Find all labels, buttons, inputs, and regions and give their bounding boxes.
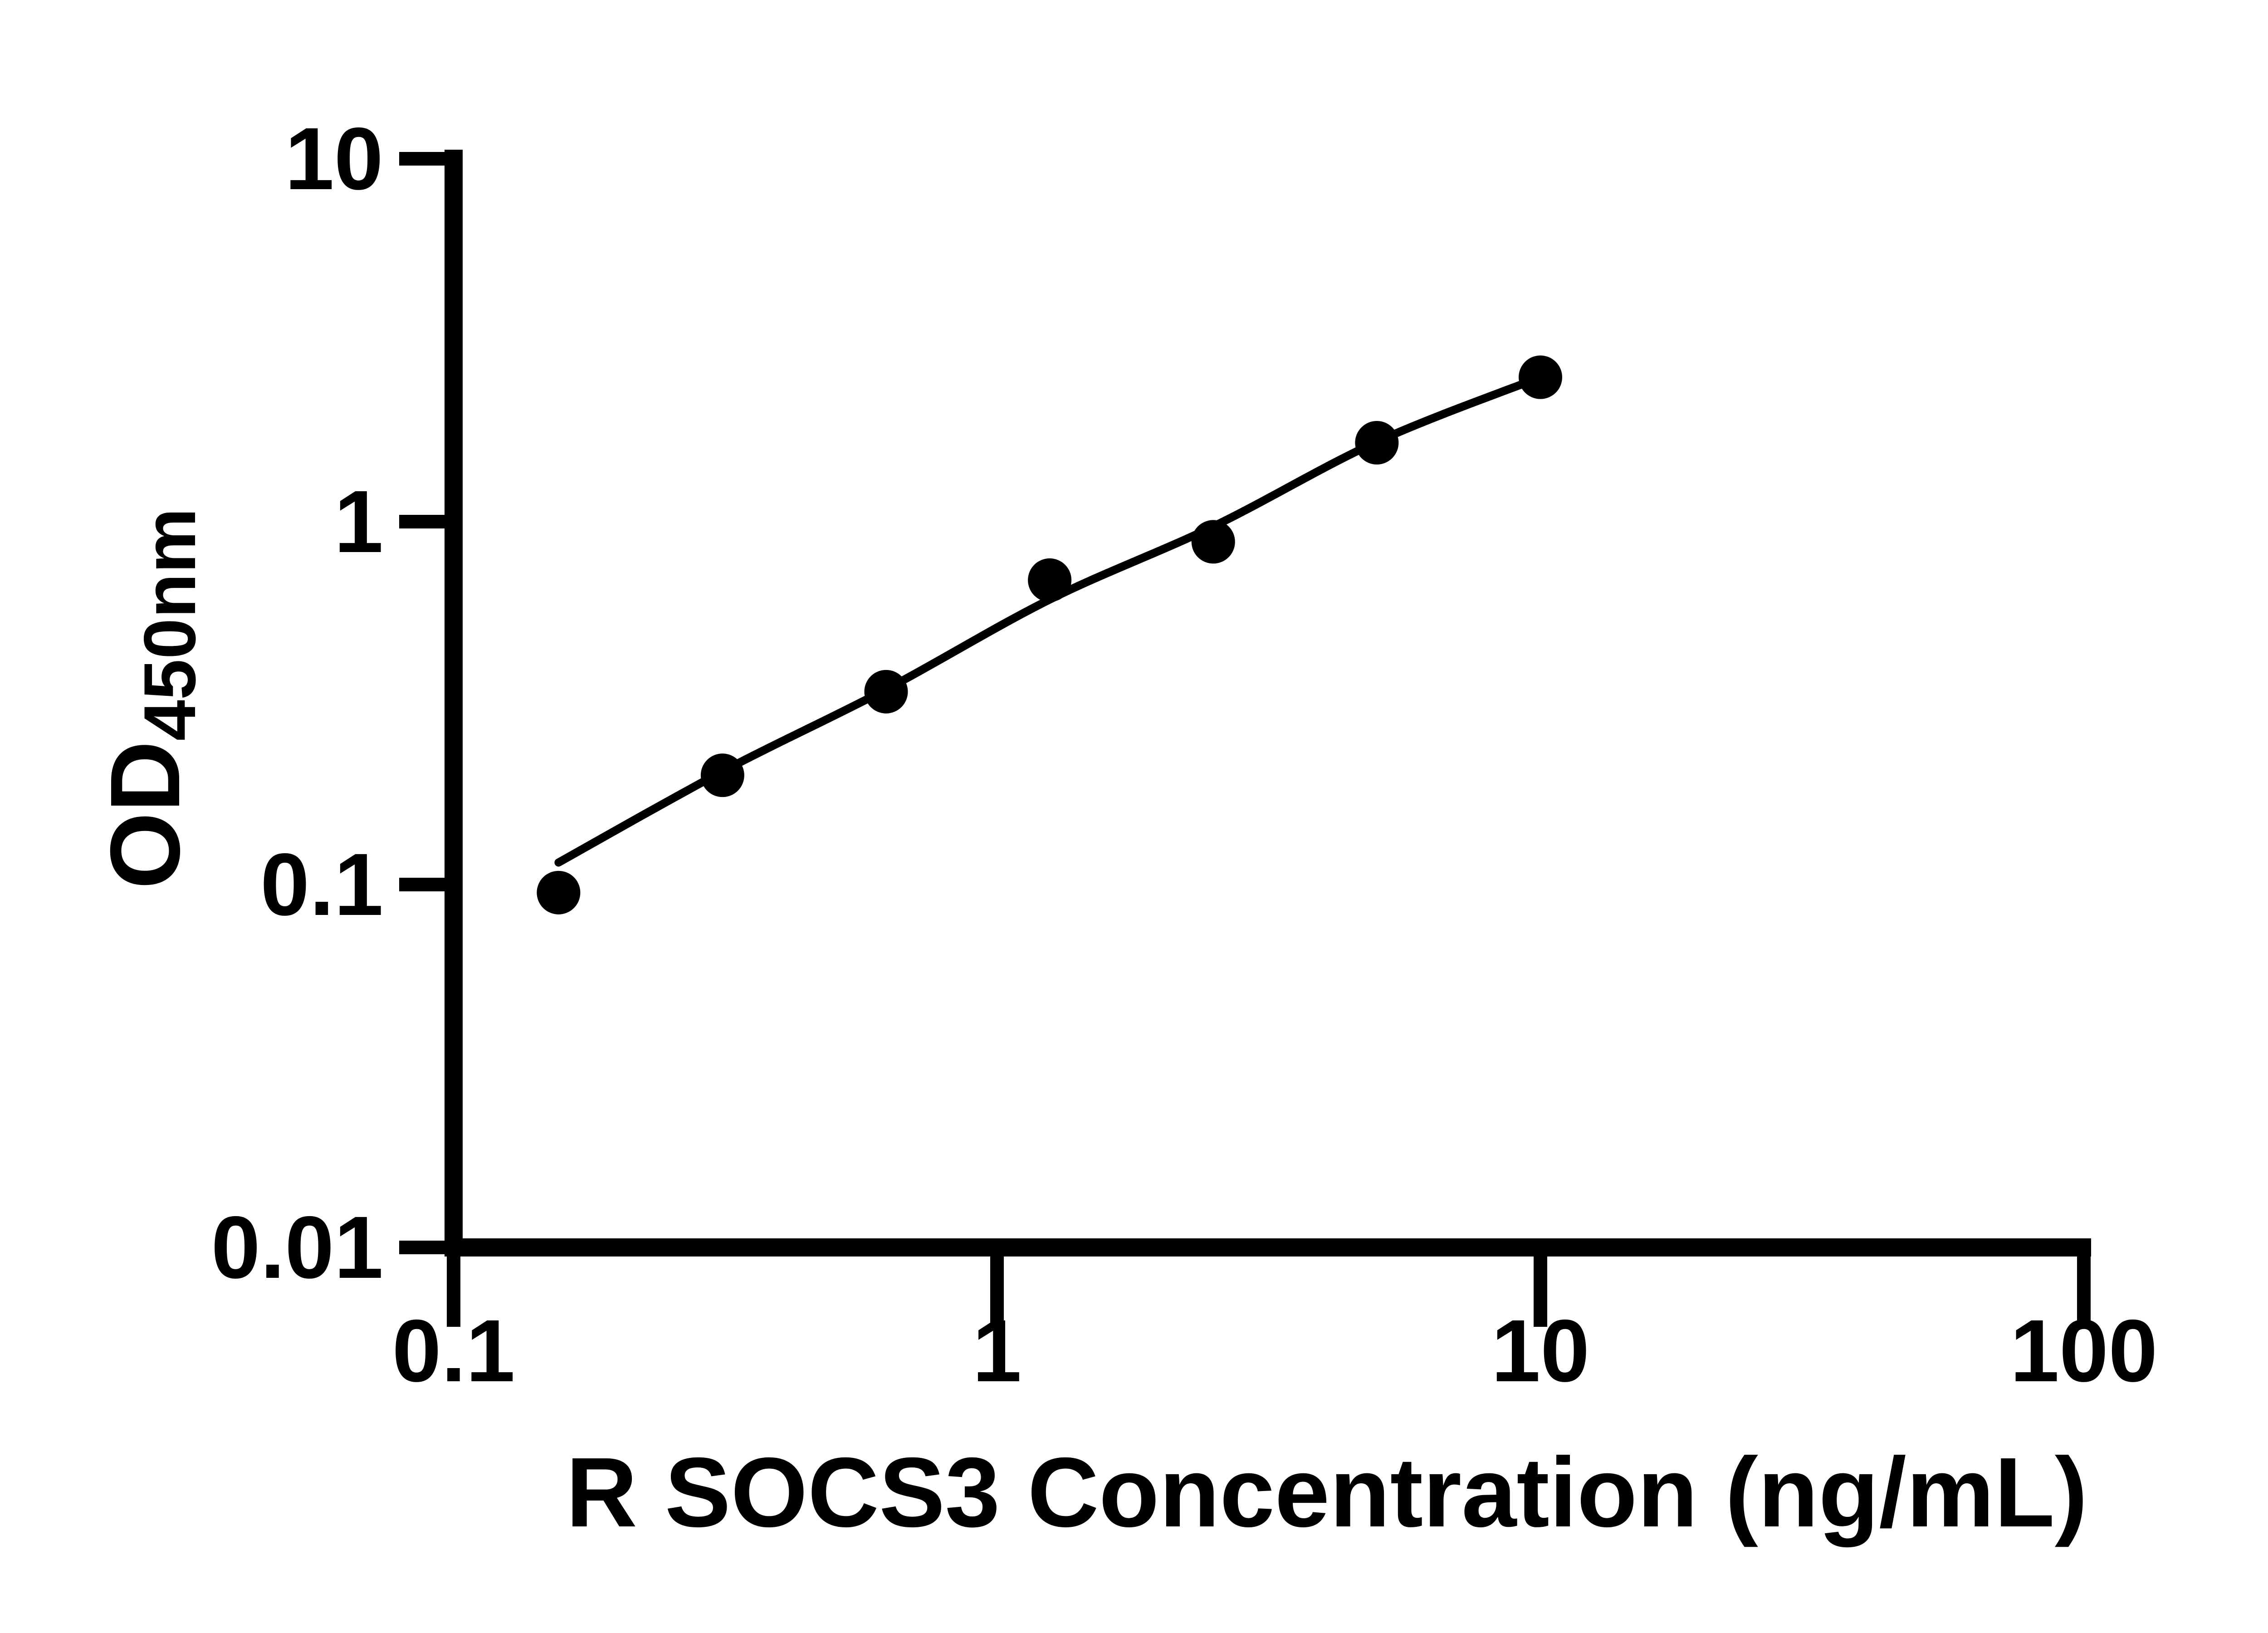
x-tick-label: 100 [2010, 1301, 2157, 1400]
data-point [1028, 558, 1072, 602]
x-tick-label: 10 [1491, 1301, 1590, 1400]
y-axis-title: OD450nm [90, 508, 211, 889]
x-axis-title: R SOCS3 Concentration (ng/mL) [566, 1437, 2088, 1548]
y-tick-label: 1 [334, 472, 383, 571]
data-point [1519, 355, 1562, 399]
y-axis-title-main: OD [90, 741, 200, 889]
y-axis-title-subscript: 450nm [129, 508, 211, 741]
data-point [700, 753, 744, 797]
data-point [1191, 520, 1235, 564]
data-point [537, 870, 581, 914]
y-tick-label: 0.1 [260, 835, 383, 934]
y-tick-label: 10 [285, 109, 383, 208]
y-tick-label: 0.01 [211, 1198, 383, 1297]
x-tick-label: 1 [973, 1301, 1022, 1400]
axis-spine [445, 150, 2091, 1257]
data-point [1355, 421, 1399, 465]
x-tick-label: 0.1 [392, 1301, 515, 1400]
data-point [864, 670, 908, 714]
